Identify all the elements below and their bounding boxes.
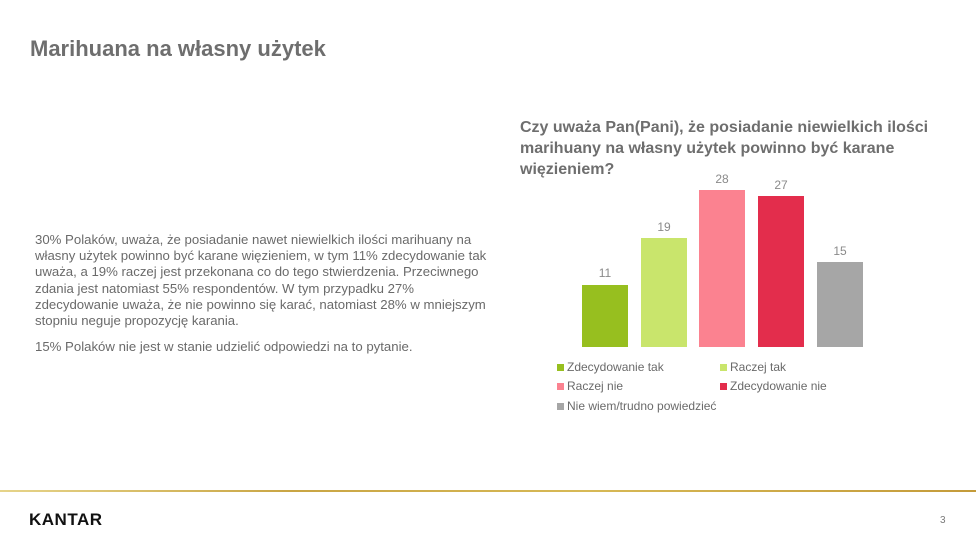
summary-paragraph-1: 30% Polaków, uważa, że posiadanie nawet …	[35, 232, 487, 329]
legend-label: Zdecydowanie nie	[730, 379, 827, 393]
bar-nie-wiem	[817, 262, 863, 347]
bar-value-label: 28	[715, 172, 729, 186]
chart-title: Czy uważa Pan(Pani), że posiadanie niewi…	[520, 119, 929, 178]
bar-value-label: 15	[833, 244, 847, 258]
bar-raczej-nie	[699, 190, 745, 347]
summary-paragraph-2: 15% Polaków nie jest w stanie udzielić o…	[35, 339, 413, 355]
legend-swatch-icon	[720, 382, 727, 390]
legend-swatch-icon	[557, 363, 564, 371]
kantar-logo: KANTAR	[29, 510, 103, 529]
summary-text: 30% Polaków, uważa, że posiadanie nawet …	[35, 232, 495, 365]
legend-label: Raczej tak	[730, 360, 787, 374]
legend-item-zdecydowanie-nie: Zdecydowanie nie	[720, 379, 827, 393]
legend-label: Zdecydowanie tak	[567, 360, 664, 374]
legend-item-nie-wiem: Nie wiem/trudno powiedzieć	[557, 399, 716, 413]
legend-item-zdecydowanie-tak: Zdecydowanie tak	[557, 360, 664, 374]
bar-value-label: 19	[657, 220, 671, 234]
legend-item-raczej-nie: Raczej nie	[557, 379, 623, 393]
legend-swatch-icon	[557, 382, 564, 390]
footer-divider	[0, 490, 976, 492]
bar-zdecydowanie-nie	[758, 196, 804, 347]
bar-zdecydowanie-tak	[582, 285, 628, 347]
legend-label: Raczej nie	[567, 379, 624, 393]
legend-label: Nie wiem/trudno powiedzieć	[567, 399, 717, 413]
slide-title: Marihuana na własny użytek	[30, 36, 326, 61]
bar-chart: 11 19 28 27 15	[560, 170, 880, 347]
bar-raczej-tak	[641, 238, 687, 347]
legend-swatch-icon	[557, 402, 564, 410]
page-number: 3	[940, 515, 946, 526]
bar-value-label: 27	[774, 178, 788, 192]
legend-item-raczej-tak: Raczej tak	[720, 360, 786, 374]
bar-value-label: 11	[598, 266, 612, 280]
legend-swatch-icon	[720, 363, 727, 371]
